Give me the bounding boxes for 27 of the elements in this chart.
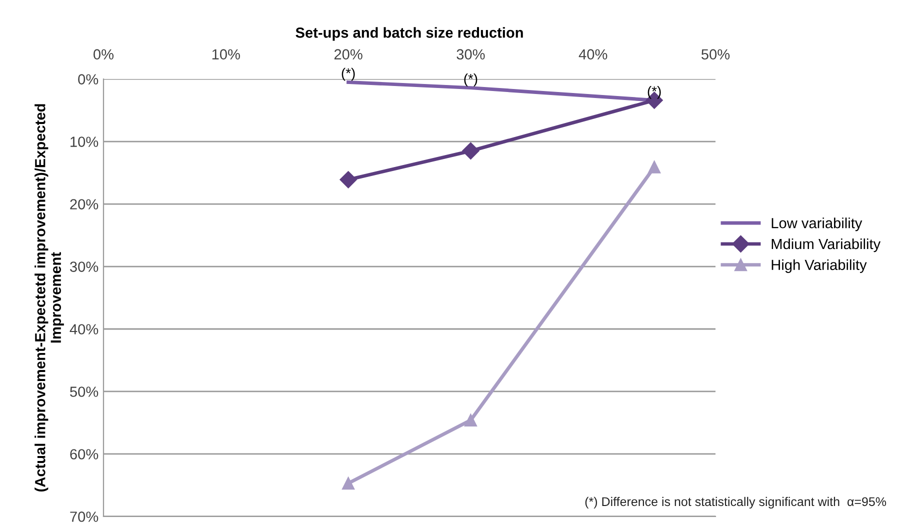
- x-tick-label: 50%: [701, 49, 730, 60]
- point: [648, 160, 661, 174]
- point: [464, 414, 477, 426]
- legend-label: Mdium Variability: [772, 238, 881, 252]
- y-tick-label: 10%: [70, 136, 98, 147]
- x-tick-label: 30%: [456, 49, 485, 60]
- point: [340, 171, 357, 188]
- y-tick-label: 20%: [70, 199, 98, 210]
- y-tick-label: 50%: [70, 386, 98, 397]
- x-tick-label: 0%: [94, 49, 114, 60]
- x-tick-label: 40%: [578, 49, 608, 60]
- y-tick-label: 0%: [78, 74, 98, 84]
- y-axis-title: (Actual improvement-Expectetd improvement)/Expected Improvement: [34, 104, 64, 492]
- legend-label: Low variability: [772, 218, 862, 232]
- x-tick-label: 20%: [334, 49, 362, 60]
- annotation: (*): [464, 73, 478, 86]
- y-tick-label: 30%: [70, 262, 98, 272]
- y-tick-label: 60%: [70, 449, 98, 460]
- y-tick-label: 70%: [70, 512, 98, 522]
- y-tick-label: 40%: [70, 324, 98, 334]
- x-tick-label: 10%: [212, 49, 240, 60]
- x-axis-title: Set-ups and batch size reduction: [296, 27, 523, 41]
- point: [462, 142, 480, 160]
- annotation: (*): [342, 68, 355, 81]
- legend-label: High Variability: [772, 259, 867, 273]
- point: [342, 477, 355, 490]
- annotation: (*) Difference is not statistically significant with α=95%: [585, 496, 886, 509]
